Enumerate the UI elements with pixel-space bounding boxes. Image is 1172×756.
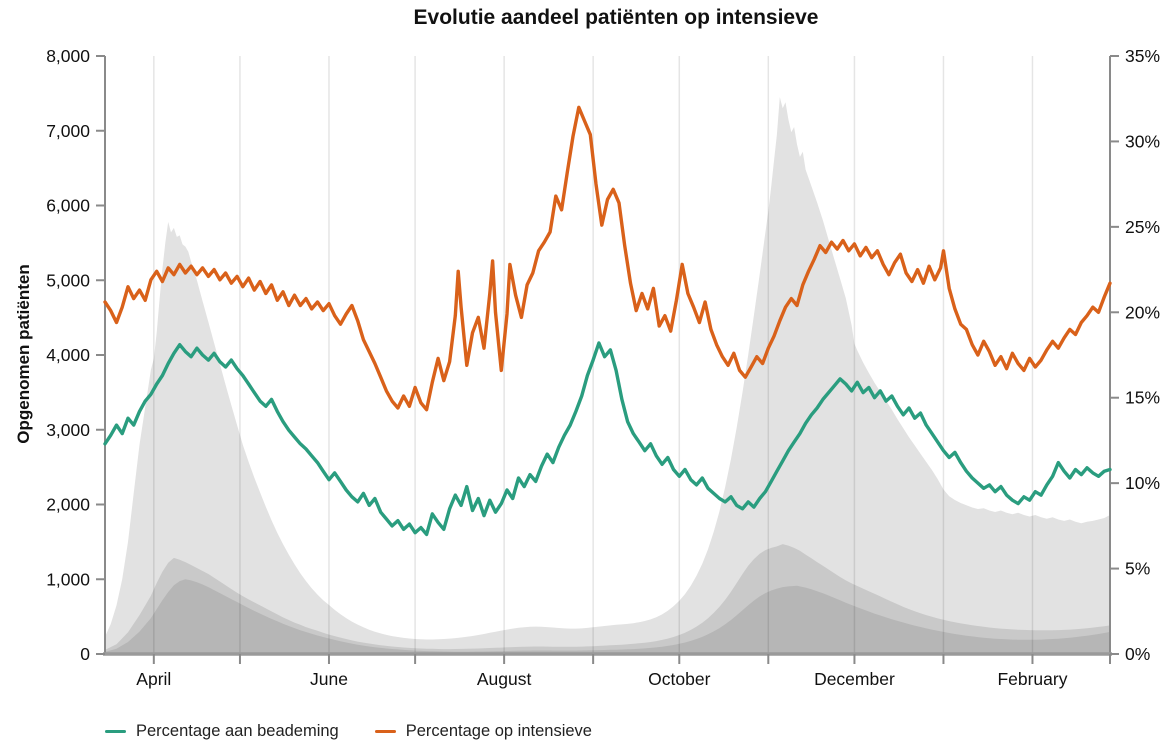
right-tick-label: 15% — [1125, 388, 1160, 408]
legend-label-intensieve: Percentage op intensieve — [405, 722, 592, 740]
x-tick-label: February — [997, 669, 1067, 689]
right-tick-label: 5% — [1125, 559, 1150, 579]
right-tick-label: 30% — [1125, 131, 1160, 151]
legend-item-intensieve[interactable]: Percentage op intensieve — [374, 722, 592, 741]
plot-area: 0 1,000 2,000 3,000 4,000 5,000 6,000 7,000 8,00… — [46, 46, 1160, 689]
right-tick-label: 35% — [1125, 46, 1160, 66]
x-tick-label: December — [814, 669, 895, 689]
x-tick-label: April — [136, 669, 171, 689]
area-beademde-patienten — [105, 579, 1110, 654]
area-opgenomen-totaal — [105, 97, 1110, 655]
x-tick-label: June — [310, 669, 348, 689]
left-tick-label: 0 — [80, 644, 90, 664]
right-tick-label: 20% — [1125, 302, 1160, 322]
left-tick-label: 3,000 — [46, 420, 90, 440]
legend-swatch-beademing-icon — [105, 729, 126, 734]
x-tick-label: August — [477, 669, 532, 689]
line-pct-intensieve — [103, 105, 1112, 412]
left-tick-label: 6,000 — [46, 196, 90, 216]
legend-swatch-intensieve-icon — [374, 729, 396, 734]
left-tick-label: 1,000 — [46, 569, 90, 589]
left-tick-label: 7,000 — [46, 121, 90, 141]
legend-item-beademing[interactable]: Percentage aan beademing — [105, 722, 339, 741]
right-tick-label: 10% — [1125, 473, 1160, 493]
right-tick-label: 25% — [1125, 217, 1160, 237]
chart-title: Evolutie aandeel patiënten op intensieve — [413, 6, 819, 29]
left-tick-label: 2,000 — [46, 495, 90, 515]
x-tick-label: October — [648, 669, 710, 689]
legend-label-beademing: Percentage aan beademing — [136, 722, 339, 740]
legend: Percentage aan beademing Percentage op i… — [105, 722, 592, 741]
left-tick-label: 5,000 — [46, 270, 90, 290]
left-tick-label: 8,000 — [46, 46, 90, 66]
line-pct-beademing — [103, 341, 1112, 537]
right-tick-label: 0% — [1125, 644, 1150, 664]
left-tick-label: 4,000 — [46, 345, 90, 365]
